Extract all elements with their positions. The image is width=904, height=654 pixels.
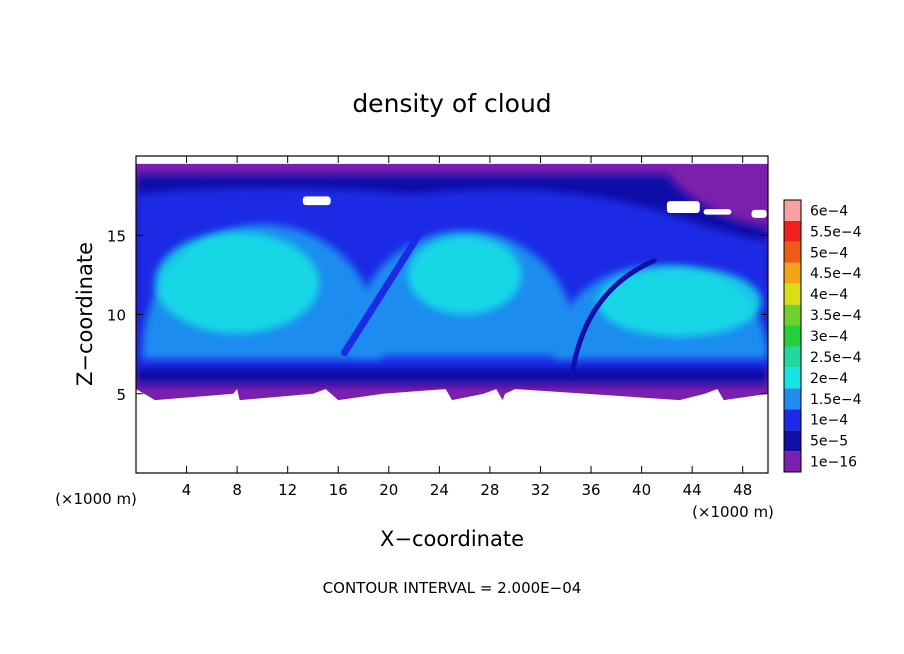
cloud-dome-edge-streak — [569, 258, 657, 378]
cloud-clear-gap — [751, 209, 767, 218]
x-tick-label: 40 — [632, 481, 651, 499]
y-unit-label: (×1000 m) — [55, 490, 137, 508]
colorbar-swatch — [784, 346, 801, 368]
colorbar-swatch — [784, 304, 801, 326]
colorbar-label: 2e−4 — [810, 371, 848, 387]
x-axis-label: X−coordinate — [380, 527, 524, 551]
cloud-swirl-streak — [341, 203, 432, 357]
colorbar-label: 1e−4 — [810, 413, 848, 429]
cloud-clear-top-strip — [136, 156, 768, 162]
colorbar-label: 5e−5 — [810, 434, 848, 450]
colorbar-swatch — [784, 409, 801, 431]
colorbar-label: 4.5e−4 — [810, 266, 862, 282]
cloud-cyan-core-left — [154, 232, 320, 334]
x-tick-label: 24 — [430, 481, 449, 499]
x-tick-label: 28 — [480, 481, 499, 499]
y-tick-label: 10 — [107, 307, 126, 325]
x-tick-label: 48 — [733, 481, 752, 499]
colorbar-label: 4e−4 — [810, 287, 848, 303]
x-tick-label: 16 — [329, 481, 348, 499]
chart-title: density of cloud — [352, 89, 551, 118]
contour-interval-note: CONTOUR INTERVAL = 2.000E−04 — [323, 579, 582, 597]
colorbar-swatch — [784, 367, 801, 389]
x-tick-label: 12 — [278, 481, 297, 499]
colorbar-label: 5.5e−4 — [810, 224, 862, 240]
colorbar-swatch — [784, 388, 801, 410]
colorbar-label: 2.5e−4 — [810, 350, 862, 366]
y-axis-ticks: 5 10 15 — [107, 227, 768, 404]
colorbar-swatch — [784, 262, 801, 284]
cloud-clear-gap — [302, 196, 331, 206]
x-tick-label: 36 — [581, 481, 600, 499]
y-tick-label: 5 — [116, 386, 126, 404]
colorbar-swatch — [784, 451, 801, 472]
x-tick-label: 44 — [683, 481, 702, 499]
colorbar-swatch — [784, 283, 801, 305]
y-tick-label: 15 — [107, 227, 126, 245]
cloud-cyan-core-middle — [407, 235, 522, 315]
colorbar-label: 3.5e−4 — [810, 308, 862, 324]
y-axis-label: Z−coordinate — [73, 242, 97, 386]
colorbar-label: 3e−4 — [810, 329, 848, 345]
colorbar-label: 6e−4 — [810, 203, 848, 219]
colorbar-label: 5e−4 — [810, 245, 848, 261]
cloud-density-field — [136, 156, 768, 401]
colorbar-frame — [783, 199, 802, 473]
x-axis-ticks: 4 8 12 16 20 24 28 32 36 40 44 48 — [182, 156, 752, 499]
x-tick-label: 8 — [232, 481, 242, 499]
cloud-clear-gap — [666, 201, 700, 214]
colorbar-label: 1e−16 — [810, 455, 857, 471]
x-tick-label: 4 — [182, 481, 192, 499]
colorbar-swatch — [784, 325, 801, 347]
colorbar: 1e−16 5e−5 1e−4 1.5e−4 2e−4 2.5e−4 3e−4 3.5e−4 4… — [783, 199, 862, 473]
colorbar-swatch — [784, 241, 801, 263]
cloud-clear-gap — [703, 209, 732, 215]
x-unit-label: (×1000 m) — [692, 503, 774, 521]
colorbar-swatch — [784, 430, 801, 452]
x-tick-label: 20 — [379, 481, 398, 499]
cloud-cyan-core-right — [597, 266, 762, 337]
x-tick-label: 32 — [531, 481, 550, 499]
colorbar-swatch — [784, 200, 801, 221]
colorbar-label: 1.5e−4 — [810, 392, 862, 408]
colorbar-swatch — [784, 220, 801, 242]
